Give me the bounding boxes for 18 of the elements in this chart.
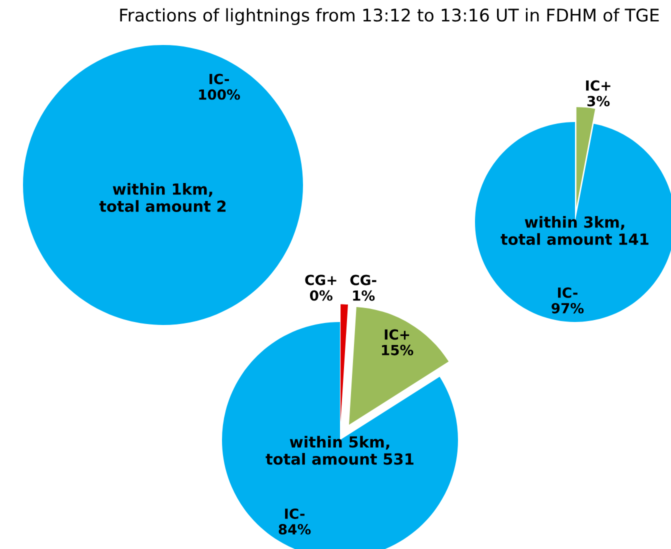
data-label: 3% xyxy=(587,96,610,106)
slice-label: IC- xyxy=(210,74,229,84)
slice-label: IC- xyxy=(285,508,304,519)
text: within 3km, total amount 141 xyxy=(500,216,648,245)
category-label: CG+ xyxy=(305,274,336,286)
slice-label: IC+ xyxy=(586,80,610,91)
data-label: 15% xyxy=(382,344,414,356)
data-label: 84% xyxy=(278,524,311,535)
slice-label: IC+ xyxy=(384,329,410,340)
text: within 5km, total amount 531 xyxy=(266,436,414,465)
slice-label: IC- xyxy=(558,287,578,298)
data-label: 1% xyxy=(353,290,375,301)
text: Fractions of lightnings from 13:12 to 13:16 UT in FDHM of TGE xyxy=(120,8,659,26)
text: within 1km, total amount 2 xyxy=(99,183,226,212)
text: 0% xyxy=(310,290,332,301)
slice-label: CG- xyxy=(350,274,376,286)
data-label: 97% xyxy=(552,302,584,314)
data-label: 100% xyxy=(199,89,240,100)
